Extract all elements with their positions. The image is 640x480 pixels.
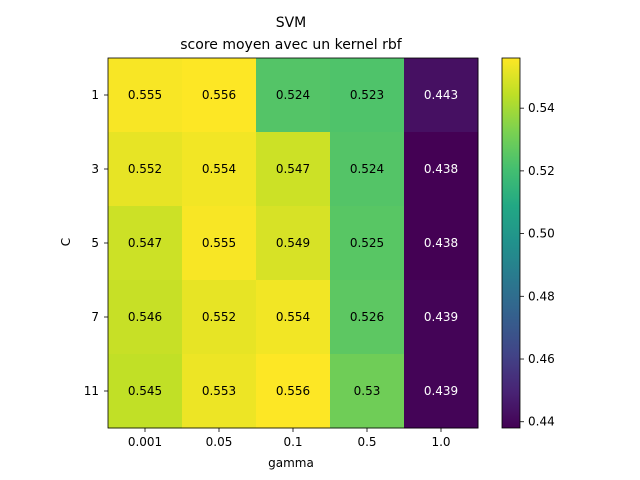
cell-value-label: 0.553 xyxy=(202,384,236,398)
y-axis-label: C xyxy=(59,238,73,246)
chart-title: SVM xyxy=(276,15,307,31)
cell-value-label: 0.545 xyxy=(128,384,162,398)
x-tick-label: 1.0 xyxy=(431,435,450,449)
x-tick-label: 0.1 xyxy=(283,435,302,449)
heatmap-cell xyxy=(108,206,183,281)
x-axis-label: gamma xyxy=(268,456,314,470)
cell-value-label: 0.439 xyxy=(424,384,458,398)
y-tick-label: 3 xyxy=(91,162,99,176)
heatmap-cell xyxy=(182,280,257,355)
cell-value-label: 0.555 xyxy=(128,88,162,102)
cell-value-label: 0.523 xyxy=(350,88,384,102)
heatmap-cell xyxy=(256,280,331,355)
heatmap-cell xyxy=(256,206,331,281)
heatmap-cell xyxy=(330,280,405,355)
cell-value-label: 0.524 xyxy=(350,162,384,176)
cell-value-label: 0.547 xyxy=(128,236,162,250)
cell-value-label: 0.556 xyxy=(202,88,236,102)
x-tick-label: 0.001 xyxy=(128,435,162,449)
cell-value-label: 0.526 xyxy=(350,310,384,324)
cell-value-label: 0.546 xyxy=(128,310,162,324)
cell-value-label: 0.525 xyxy=(350,236,384,250)
heatmap-cell xyxy=(404,354,479,429)
colorbar-gradient xyxy=(501,57,521,429)
heatmap-cell xyxy=(330,206,405,281)
cell-value-label: 0.554 xyxy=(276,310,310,324)
heatmap-cell xyxy=(182,206,257,281)
cell-value-label: 0.547 xyxy=(276,162,310,176)
heatmap-cell xyxy=(108,132,183,207)
heatmap-cell xyxy=(182,58,257,133)
cell-value-label: 0.552 xyxy=(128,162,162,176)
heatmap-cell xyxy=(256,354,331,429)
y-axis: 1 3 5 7 11 xyxy=(84,88,108,398)
colorbar-tick-label: 0.46 xyxy=(528,352,555,366)
cell-value-label: 0.552 xyxy=(202,310,236,324)
cell-value-label: 0.438 xyxy=(424,236,458,250)
cell-value-label: 0.438 xyxy=(424,162,458,176)
heatmap-cell-labels: 0.555 0.556 0.524 0.523 0.443 0.552 0.554 0.547… xyxy=(128,88,458,398)
y-tick-label: 1 xyxy=(91,88,99,102)
heatmap-cell xyxy=(182,354,257,429)
colorbar: 0.44 0.46 0.48 0.50 0.52 0.54 xyxy=(501,57,555,429)
y-tick-label: 11 xyxy=(84,384,99,398)
heatmap-cells xyxy=(107,57,479,429)
heatmap-cell xyxy=(404,280,479,355)
colorbar-tick-label: 0.52 xyxy=(528,164,555,178)
x-tick-label: 0.5 xyxy=(357,435,376,449)
heatmap-cell xyxy=(256,58,331,133)
heatmap-cell xyxy=(404,58,479,133)
cell-value-label: 0.556 xyxy=(276,384,310,398)
heatmap-cell xyxy=(256,132,331,207)
heatmap-cell xyxy=(182,132,257,207)
x-tick-label: 0.05 xyxy=(206,435,233,449)
heatmap-cell xyxy=(108,280,183,355)
heatmap-cell xyxy=(330,132,405,207)
heatmap-cell xyxy=(330,354,405,429)
y-tick-label: 7 xyxy=(91,310,99,324)
chart-subtitle: score moyen avec un kernel rbf xyxy=(180,37,403,53)
y-tick-label: 5 xyxy=(91,236,99,250)
heatmap-cell xyxy=(108,58,183,133)
heatmap-cell xyxy=(330,58,405,133)
cell-value-label: 0.555 xyxy=(202,236,236,250)
heatmap-cell xyxy=(108,354,183,429)
colorbar-tick-label: 0.54 xyxy=(528,101,555,115)
cell-value-label: 0.524 xyxy=(276,88,310,102)
cell-value-label: 0.53 xyxy=(354,384,381,398)
cell-value-label: 0.439 xyxy=(424,310,458,324)
cell-value-label: 0.549 xyxy=(276,236,310,250)
colorbar-tick-label: 0.50 xyxy=(528,227,555,241)
colorbar-tick-label: 0.44 xyxy=(528,415,555,429)
heatmap-cell xyxy=(404,132,479,207)
colorbar-tick-label: 0.48 xyxy=(528,289,555,303)
cell-value-label: 0.443 xyxy=(424,88,458,102)
x-axis: 0.001 0.05 0.1 0.5 1.0 xyxy=(128,428,451,449)
cell-value-label: 0.554 xyxy=(202,162,236,176)
heatmap-cell xyxy=(404,206,479,281)
